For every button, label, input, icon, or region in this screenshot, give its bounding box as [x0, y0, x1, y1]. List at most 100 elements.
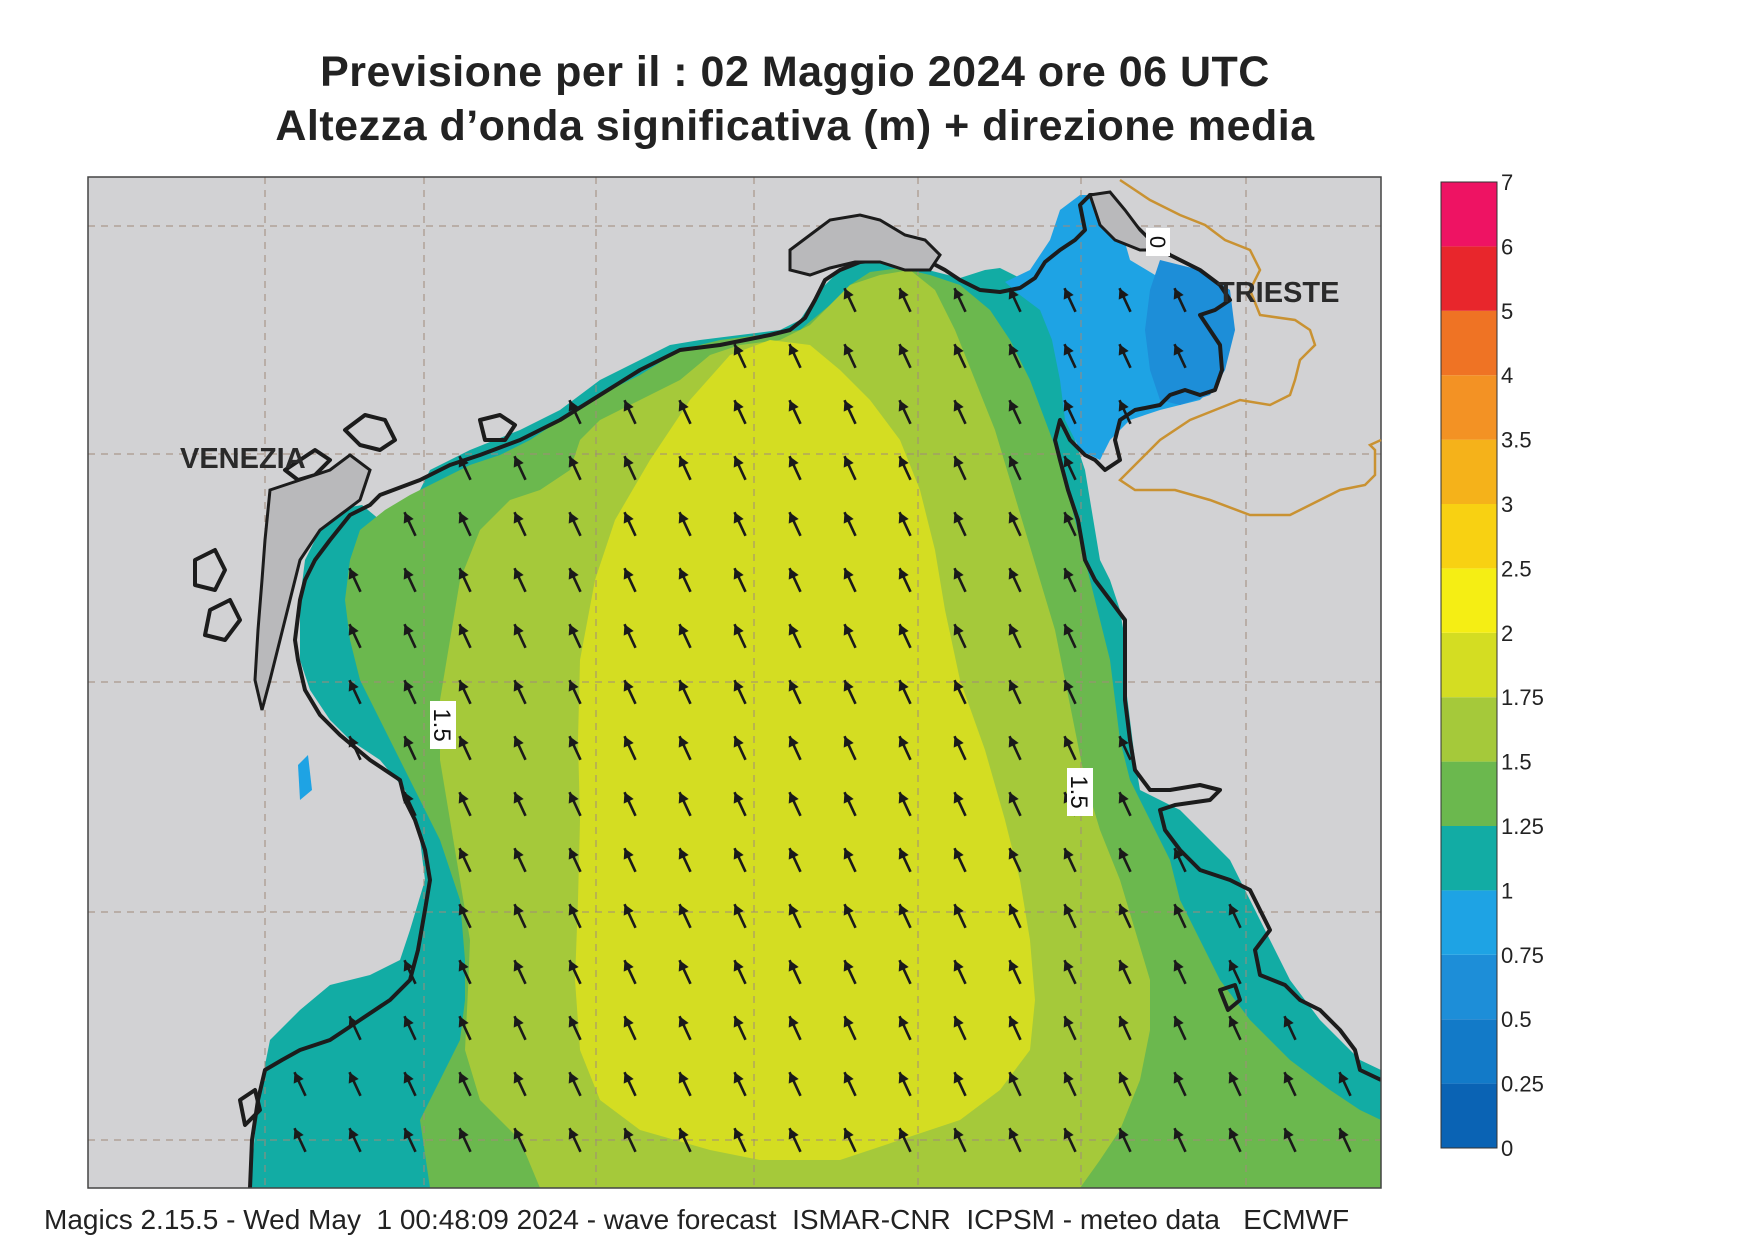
direction-arrow-head	[293, 1072, 304, 1084]
legend-swatch	[1441, 182, 1497, 247]
direction-arrow-head	[513, 680, 524, 692]
coastline	[193, 193, 1381, 1188]
direction-arrow-head	[733, 624, 744, 636]
direction-arrow-head	[513, 960, 524, 972]
legend-tick-label: 7	[1501, 170, 1513, 195]
direction-arrow-head	[403, 1072, 414, 1084]
direction-arrow-head	[1228, 1128, 1239, 1140]
contour-label-east: 1.5	[1065, 768, 1093, 816]
direction-arrow-head	[1008, 792, 1019, 804]
map-frame	[87, 176, 1382, 1189]
direction-arrow-head	[1063, 400, 1074, 412]
direction-arrow-head	[678, 1016, 689, 1028]
contour-label-north-text: 0	[1145, 236, 1170, 248]
legend-swatch	[1441, 697, 1497, 762]
direction-arrow-head	[1008, 736, 1019, 748]
direction-arrow-head	[1118, 960, 1129, 972]
direction-arrow-head	[1173, 904, 1184, 916]
legend-frame	[1440, 181, 1498, 1149]
direction-arrow-head	[568, 904, 579, 916]
direction-arrow-head	[403, 624, 414, 636]
direction-arrow-head	[733, 848, 744, 860]
direction-arrow-head	[843, 736, 854, 748]
legend-tick-label: 1	[1501, 878, 1513, 903]
legend-tick-label: 3.5	[1501, 428, 1532, 453]
direction-arrow-head	[458, 792, 469, 804]
direction-arrow-head	[458, 568, 469, 580]
direction-arrow-head	[953, 288, 964, 300]
legend-swatch	[1441, 1083, 1497, 1148]
direction-arrow-head	[1118, 344, 1129, 356]
direction-arrow-head	[1063, 456, 1074, 468]
direction-arrow-head	[788, 680, 799, 692]
direction-arrow-head	[733, 904, 744, 916]
direction-arrow-head	[678, 456, 689, 468]
direction-arrow-head	[513, 624, 524, 636]
legend-swatch	[1441, 632, 1497, 698]
direction-arrow-head	[623, 624, 634, 636]
direction-arrow-head	[1283, 1016, 1294, 1028]
direction-arrow-head	[788, 456, 799, 468]
direction-arrow-head	[843, 400, 854, 412]
direction-arrow-head	[1118, 848, 1129, 860]
direction-arrow-head	[733, 568, 744, 580]
direction-arrow-head	[1173, 1072, 1184, 1084]
direction-arrow-head	[678, 680, 689, 692]
direction-arrow-head	[953, 680, 964, 692]
direction-arrow-head	[403, 736, 414, 748]
direction-arrow-head	[1283, 1128, 1294, 1140]
direction-arrow-head	[733, 680, 744, 692]
direction-arrow-head	[568, 736, 579, 748]
direction-arrow-head	[568, 512, 579, 524]
direction-arrow-head	[898, 848, 909, 860]
direction-arrow-head	[953, 624, 964, 636]
direction-arrow-head	[403, 792, 414, 804]
direction-arrow-head	[1228, 1072, 1239, 1084]
direction-arrow-head	[788, 960, 799, 972]
direction-arrow-head	[1118, 736, 1129, 748]
direction-arrow-head	[568, 1128, 579, 1140]
direction-arrow-head	[1008, 400, 1019, 412]
legend-swatch	[1441, 310, 1497, 376]
direction-arrow-head	[568, 400, 579, 412]
direction-arrow-head	[458, 1016, 469, 1028]
direction-arrow-head	[733, 736, 744, 748]
legend-swatch	[1441, 439, 1497, 504]
legend-swatch	[1441, 761, 1497, 826]
direction-arrow-head	[1063, 512, 1074, 524]
direction-arrow-head	[348, 1128, 359, 1140]
direction-arrow-head	[458, 736, 469, 748]
direction-arrow-head	[458, 904, 469, 916]
direction-arrow-head	[953, 1128, 964, 1140]
direction-arrow-head	[1063, 288, 1074, 300]
direction-arrow-head	[623, 1016, 634, 1028]
direction-arrow-head	[788, 736, 799, 748]
city-label-venezia: VENEZIA	[180, 443, 306, 475]
direction-arrow-head	[1063, 344, 1074, 356]
direction-arrow-head	[513, 848, 524, 860]
legend-tick-label: 4	[1501, 363, 1513, 388]
direction-arrow-head	[843, 1016, 854, 1028]
direction-arrow-head	[733, 1128, 744, 1140]
direction-arrow-head	[458, 1072, 469, 1084]
legend-tick-label: 5	[1501, 299, 1513, 324]
legend-tick-label: 0.25	[1501, 1072, 1544, 1097]
direction-arrow-head	[623, 792, 634, 804]
direction-arrow-head	[623, 960, 634, 972]
direction-arrow-head	[1063, 1016, 1074, 1028]
direction-arrow-head	[678, 904, 689, 916]
direction-arrow-head	[678, 512, 689, 524]
direction-arrow-head	[1118, 288, 1129, 300]
direction-arrow-head	[1008, 1016, 1019, 1028]
direction-arrow-head	[788, 1016, 799, 1028]
direction-arrow-head	[953, 512, 964, 524]
legend-tick-label: 3	[1501, 492, 1513, 517]
city-label-trieste: TRIESTE	[1217, 277, 1339, 309]
direction-arrow-head	[843, 344, 854, 356]
direction-arrow-head	[623, 512, 634, 524]
direction-arrow-head	[898, 624, 909, 636]
direction-arrow-head	[898, 288, 909, 300]
legend-swatch	[1441, 504, 1497, 569]
direction-arrow-head	[1173, 1128, 1184, 1140]
direction-arrow-head	[1338, 1072, 1349, 1084]
